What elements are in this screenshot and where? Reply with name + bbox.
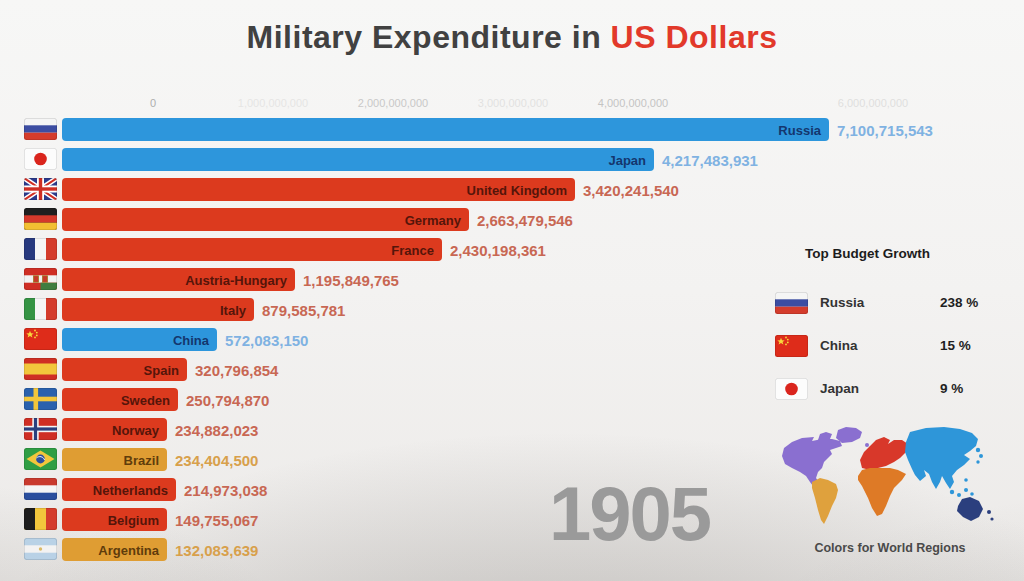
flag-icon-russia (24, 118, 57, 140)
region-greenland (836, 427, 862, 443)
region-africa (858, 468, 906, 516)
bar-value-label: 214,973,038 (184, 482, 267, 499)
bar-norway: Norway (62, 418, 167, 441)
flag-icon-belgium (24, 508, 57, 530)
bar-country-label: Japan (608, 152, 646, 167)
bar-country-label: Austria-Hungary (185, 272, 287, 287)
bar-value-label: 7,100,715,543 (837, 122, 933, 139)
region-oceania-island (987, 510, 991, 514)
bar-value-label: 132,083,639 (175, 542, 258, 559)
bar-country-label: Brazil (124, 452, 159, 467)
region-asia-island (957, 493, 961, 497)
bar-value-label: 234,882,023 (175, 422, 258, 439)
bar-country-label: Germany (405, 212, 461, 227)
flag-icon-austria-hungary (24, 268, 57, 290)
chart-title-accent: US Dollars (611, 19, 778, 55)
flag-icon-brazil (24, 448, 57, 470)
chart-title: Military Expenditure in US Dollars (0, 19, 1024, 56)
bar-country-label: United Kingdom (467, 182, 567, 197)
bar-united-kingdom: United Kingdom (62, 178, 575, 201)
bar-country-label: Norway (112, 422, 159, 437)
bar-value-label: 2,663,479,546 (477, 212, 573, 229)
bar-country-label: Italy (220, 302, 246, 317)
bar-value-label: 234,404,500 (175, 452, 258, 469)
world-map (780, 424, 1000, 540)
growth-pct-value: 238 % (940, 295, 978, 310)
bar-country-label: Spain (144, 362, 179, 377)
region-asia-island (970, 492, 974, 496)
flag-icon-argentina (24, 538, 57, 560)
chart-stage: Military Expenditure in US Dollars 0 1,00… (0, 0, 1024, 581)
growth-pct-value: 9 % (940, 381, 963, 396)
flag-icon-sweden (24, 388, 57, 410)
region-oceania-island (990, 517, 993, 520)
region-asia-island (964, 478, 968, 482)
region-asia-island (976, 460, 979, 463)
growth-country-label: Russia (820, 295, 864, 310)
bar-russia: Russia (62, 118, 829, 141)
bar-value-label: 879,585,781 (262, 302, 345, 319)
axis-tick: 0 (150, 97, 156, 109)
axis-tick: 3,000,000,000 (478, 97, 548, 109)
axis-tick: 4,000,000,000 (598, 97, 668, 109)
bar-netherlands: Netherlands (62, 478, 176, 501)
bar-value-label: 149,755,067 (175, 512, 258, 529)
bar-country-label: China (173, 332, 209, 347)
bar-china: China (62, 328, 217, 351)
region-asia-island (950, 490, 954, 494)
bar-argentina: Argentina (62, 538, 167, 561)
axis-tick: 2,000,000,000 (358, 97, 428, 109)
region-iceland (865, 443, 869, 447)
flag-icon-norway (24, 418, 57, 440)
bar-country-label: Russia (778, 122, 821, 137)
map-caption: Colors for World Regions (780, 541, 1000, 555)
growth-pct-value: 15 % (940, 338, 971, 353)
growth-flag-icon-china (775, 335, 808, 357)
region-asia-island (976, 448, 980, 452)
bar-value-label: 3,420,241,540 (583, 182, 679, 199)
flag-icon-china (24, 328, 57, 350)
bar-country-label: Argentina (98, 542, 159, 557)
bar-country-label: Netherlands (93, 482, 168, 497)
growth-flag-icon-japan (775, 378, 808, 400)
bar-austria-hungary: Austria-Hungary (62, 268, 295, 291)
growth-flag-icon-russia (775, 292, 808, 314)
region-europe (860, 437, 908, 470)
flag-icon-netherlands (24, 478, 57, 500)
bar-value-label: 2,430,198,361 (450, 242, 546, 259)
bar-japan: Japan (62, 148, 654, 171)
bar-country-label: Sweden (121, 392, 170, 407)
region-oceania (957, 497, 983, 521)
bar-sweden: Sweden (62, 388, 178, 411)
chart-title-text: Military Expenditure in (247, 19, 611, 55)
bar-value-label: 4,217,483,931 (662, 152, 758, 169)
axis-tick: 6,000,000,000 (838, 97, 908, 109)
bar-value-label: 320,796,854 (195, 362, 278, 379)
region-south-america (812, 478, 838, 524)
flag-icon-spain (24, 358, 57, 380)
flag-icon-italy (24, 298, 57, 320)
growth-panel-title: Top Budget Growth (805, 246, 930, 261)
growth-country-label: Japan (820, 381, 859, 396)
region-asia-island (964, 488, 968, 492)
growth-country-label: China (820, 338, 858, 353)
flag-icon-germany (24, 208, 57, 230)
bar-value-label: 1,195,849,765 (303, 272, 399, 289)
bar-germany: Germany (62, 208, 469, 231)
region-asia-island (979, 454, 983, 458)
flag-icon-japan (24, 148, 57, 170)
bar-country-label: Belgium (108, 512, 159, 527)
bar-belgium: Belgium (62, 508, 167, 531)
year-label: 1905 (549, 470, 710, 557)
flag-icon-france (24, 238, 57, 260)
flag-icon-united-kingdom (24, 178, 57, 200)
bar-value-label: 250,794,870 (186, 392, 269, 409)
bar-france: France (62, 238, 442, 261)
bar-country-label: France (391, 242, 434, 257)
bar-brazil: Brazil (62, 448, 167, 471)
bar-value-label: 572,083,150 (225, 332, 308, 349)
axis-tick: 1,000,000,000 (238, 97, 308, 109)
bar-italy: Italy (62, 298, 254, 321)
bar-spain: Spain (62, 358, 187, 381)
